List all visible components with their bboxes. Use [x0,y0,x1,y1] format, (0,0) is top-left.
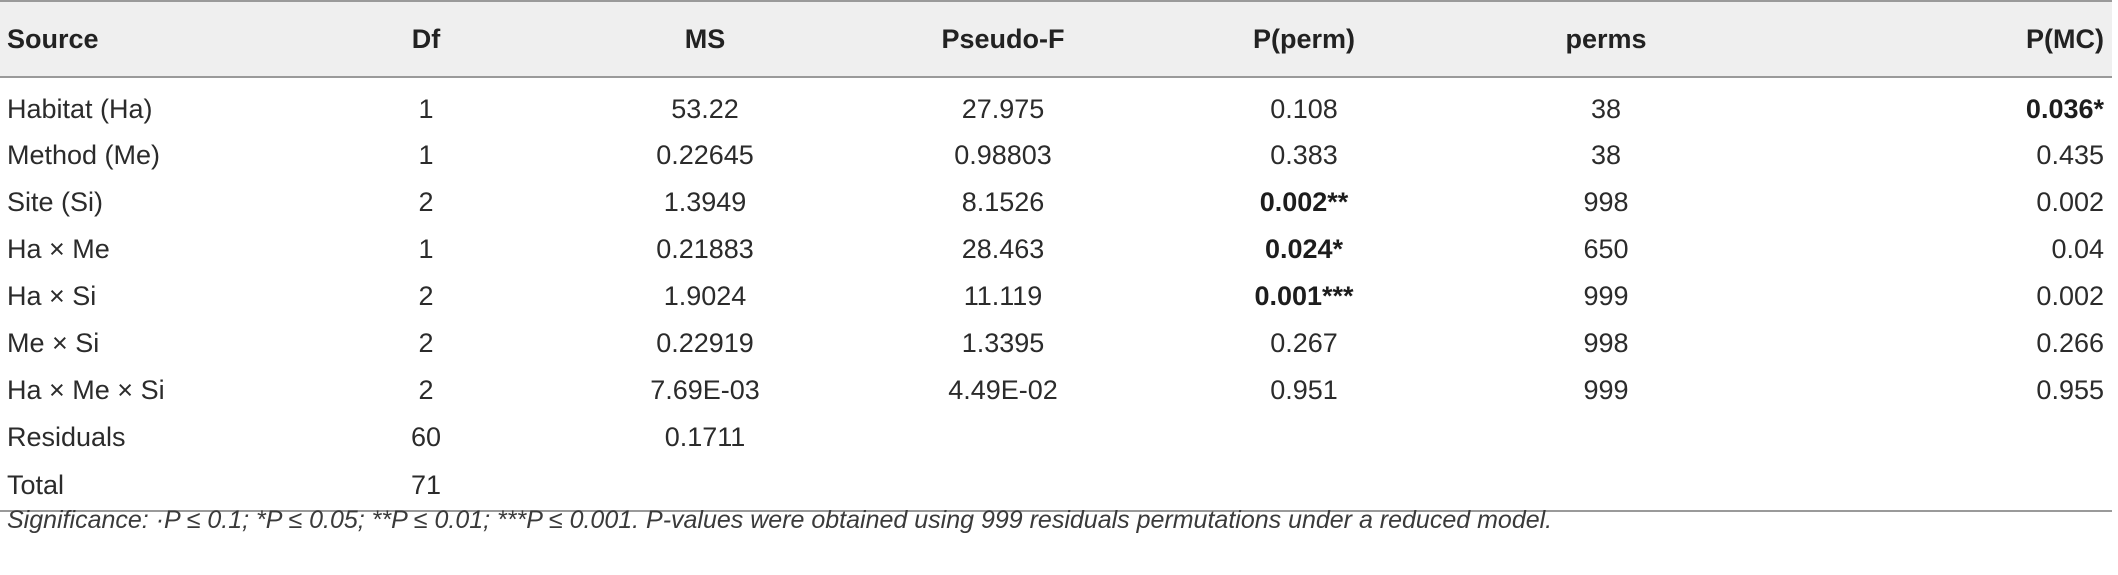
table-cell: 53.22 [671,93,739,124]
table-cell: 0.002 [2036,187,2104,217]
table-cell: 0.22645 [656,140,754,170]
table-cell [1752,414,2112,461]
table-cell: 1.3949 [663,187,747,217]
table-cell: 2 [418,187,434,217]
table-cell: 71 [410,470,442,500]
table-row: Ha × Si 2 1.9024 11.119 0.001*** 999 0.002 [0,273,2112,320]
table-cell [1460,461,1752,511]
table-cell: 2 [418,281,434,311]
table-cell: 650 [1583,234,1629,264]
permanova-table: Source Df MS Pseudo-F P(perm) perms P(MC) Habi… [0,1,2112,511]
table-row: Site (Si) 2 1.3949 8.1526 0.002** 998 0.002 [0,179,2112,226]
table-row: Total 71 [0,461,2112,511]
table-row: Me × Si 2 0.22919 1.3395 0.267 998 0.266 [0,320,2112,367]
table-cell: 0.108 [1270,93,1338,124]
table-cell: 0.98803 [954,140,1052,170]
table-cell [1148,461,1460,511]
table-cell: Habitat (Ha) [7,93,153,124]
table-cell: 999 [1583,375,1629,405]
table-row: Ha × Me × Si 2 7.69E-03 4.49E-02 0.951 999 0.9… [0,367,2112,414]
table-cell: 0.21883 [656,234,754,264]
column-header: P(MC) [2026,23,2104,54]
table-cell: 1 [418,234,434,264]
table-cell: 0.383 [1270,140,1338,170]
table-cell: 1.9024 [663,281,747,311]
column-header: perms [1565,23,1647,54]
table-cell: 0.951 [1270,375,1338,405]
table-footnote: Significance: ·P ≤ 0.1; *P ≤ 0.05; **P ≤… [7,506,1553,534]
table-cell: 0.267 [1270,328,1338,358]
column-header: Pseudo-F [941,23,1065,54]
table-cell: 0.002 [2036,281,2104,311]
table-cell: Site (Si) [7,187,104,217]
table-cell: 0.024* [1264,234,1344,264]
table-cell [1460,414,1752,461]
table-cell: 998 [1583,328,1629,358]
table-cell: 1.3395 [961,328,1045,358]
table-cell [552,461,858,511]
table-cell: 0.1711 [664,422,746,452]
table-cell: 38 [1590,140,1622,170]
table-cell: 2 [418,328,434,358]
table-cell: Ha × Me × Si [7,375,165,405]
table-cell: 999 [1583,281,1629,311]
table-cell [1752,461,2112,511]
table-cell: Total [7,470,65,500]
table-cell: 28.463 [961,234,1045,264]
table-cell: 27.975 [961,93,1045,124]
table-row: Habitat (Ha) 1 53.22 27.975 0.108 38 0.036* [0,77,2112,132]
table-row: Residuals 60 0.1711 [0,414,2112,461]
column-header: P(perm) [1252,23,1355,54]
table-cell: 0.435 [2036,140,2104,170]
table-body: Habitat (Ha) 1 53.22 27.975 0.108 38 0.036* Met… [0,77,2112,511]
table-cell: 7.69E-03 [650,375,760,405]
table-cell: 11.119 [963,281,1043,311]
table-row: Ha × Me 1 0.21883 28.463 0.024* 650 0.04 [0,226,2112,273]
table-cell [858,461,1148,511]
column-header: Source [7,23,99,54]
table-cell: 38 [1590,93,1622,124]
table-cell: 1 [418,93,434,124]
table-cell: 0.955 [2036,375,2104,405]
table-cell: 998 [1583,187,1629,217]
table-cell: Residuals [7,422,126,452]
table-cell: 60 [410,422,442,452]
column-header: MS [684,23,726,54]
table-cell: 0.22919 [656,328,754,358]
table-cell: 2 [418,375,434,405]
table-cell: Me × Si [7,328,100,358]
table-cell: Ha × Me [7,234,110,264]
table-cell: 0.001*** [1254,281,1354,311]
table-row: Method (Me) 1 0.22645 0.98803 0.383 38 0.435 [0,132,2112,179]
table-cell: 0.036* [2025,93,2104,124]
table-cell [858,414,1148,461]
table-cell: 0.266 [2036,328,2104,358]
column-header: Df [411,23,441,54]
table-cell [1148,414,1460,461]
table-cell: 0.04 [2051,234,2104,264]
table-cell: 4.49E-02 [948,375,1058,405]
table-cell: 8.1526 [961,187,1045,217]
table-cell: 0.002** [1259,187,1349,217]
table-cell: 1 [418,140,434,170]
table-cell: Ha × Si [7,281,97,311]
table-cell: Method (Me) [7,140,161,170]
table-header-row: Source Df MS Pseudo-F P(perm) perms P(MC) [0,1,2112,77]
